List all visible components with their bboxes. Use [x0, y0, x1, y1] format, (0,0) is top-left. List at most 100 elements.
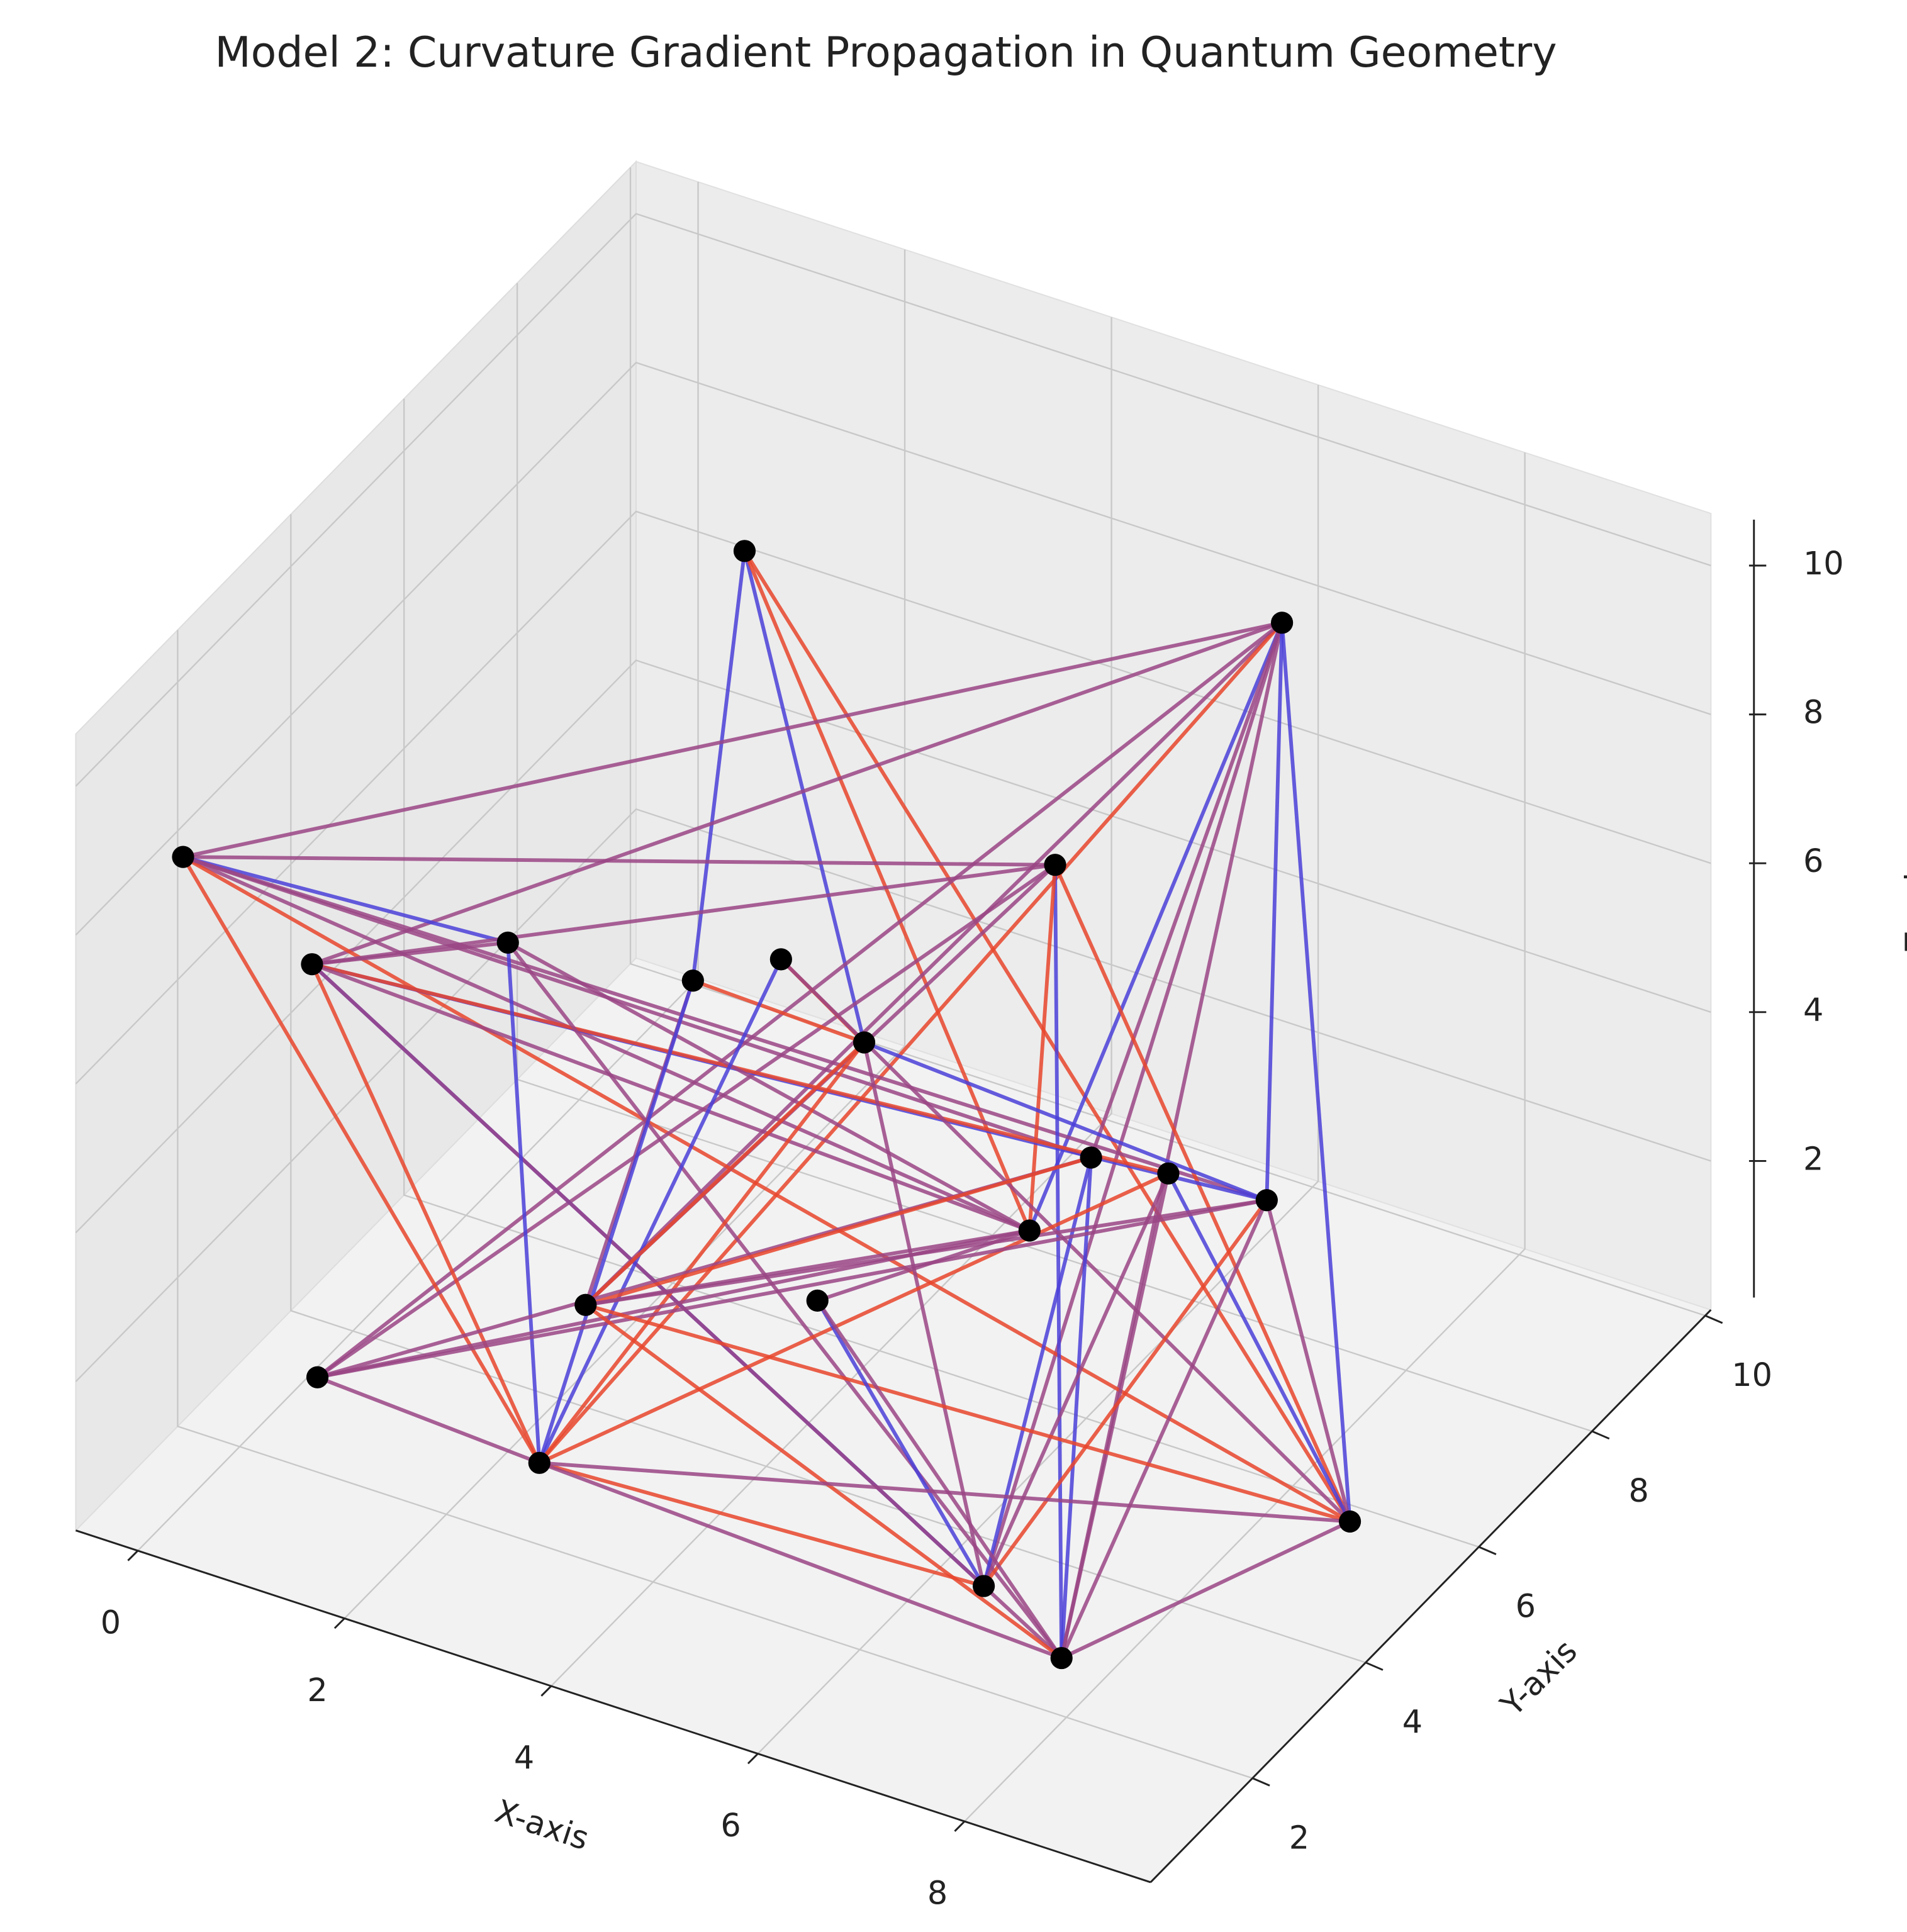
z-tick-label: 10 [1803, 545, 1844, 582]
edge [742, 550, 1352, 1523]
grid-line [344, 249, 906, 1619]
grid-line [75, 361, 1711, 936]
edge [742, 550, 866, 1043]
chart-title: Model 2: Curvature Gradient Propagation … [215, 28, 1557, 77]
edge [862, 1042, 986, 1587]
edge [182, 855, 1031, 1232]
edge [815, 1299, 1063, 1660]
edge [585, 1303, 1351, 1524]
edge [537, 1041, 866, 1465]
edge [506, 941, 1063, 1660]
grid [75, 167, 1711, 1822]
edge [539, 1461, 985, 1588]
y-tick-label: 4 [1402, 1703, 1423, 1740]
edge [539, 1461, 1350, 1524]
edge [182, 855, 1268, 1202]
edge [182, 855, 1351, 1524]
node [973, 1575, 995, 1597]
x-tick [127, 1550, 139, 1561]
grid-line [75, 213, 1711, 787]
y-tick-label: 8 [1629, 1472, 1649, 1509]
x-tick-label: 0 [101, 1604, 121, 1641]
edge [539, 1461, 1063, 1660]
edge [310, 963, 541, 1464]
edge [1060, 1519, 1351, 1660]
x-tick-label: 4 [514, 1739, 534, 1776]
edge [1053, 864, 1352, 1522]
node [769, 948, 792, 971]
edge [1053, 864, 1064, 1658]
x-axis-line [75, 1529, 1151, 1884]
grid-line [757, 384, 1319, 1755]
node [733, 540, 756, 562]
edge [182, 620, 1283, 859]
edge [506, 942, 542, 1463]
edge [584, 1041, 866, 1307]
y-tick [1365, 1661, 1384, 1671]
edge [981, 1173, 1170, 1587]
edge [863, 1041, 1268, 1202]
edge [182, 855, 1056, 867]
x-tick [747, 1753, 759, 1765]
edge [181, 856, 541, 1464]
edge [1060, 1173, 1170, 1659]
edge [311, 621, 1283, 966]
edge [780, 958, 1351, 1523]
edge [982, 1198, 1268, 1587]
edge [310, 963, 1063, 1660]
edge [311, 962, 1031, 1232]
nodes [172, 540, 1362, 1670]
edge [537, 958, 783, 1464]
edge [506, 941, 1031, 1232]
y-tick-label: 6 [1516, 1588, 1536, 1625]
edge [691, 550, 747, 981]
x-tick-label: 2 [307, 1672, 327, 1709]
grid-line [964, 452, 1526, 1822]
x-axis-label: X-axis [491, 1792, 593, 1857]
y-tick-label: 10 [1731, 1356, 1772, 1393]
edge [817, 1229, 1031, 1303]
edge [584, 1156, 1092, 1307]
z-axis-label: Z-axis [1899, 856, 1907, 952]
side-pane [75, 160, 637, 1533]
node [1338, 1510, 1362, 1533]
edge [537, 980, 695, 1464]
edge [182, 855, 508, 945]
y-axis-label: Y-axis [1493, 1633, 1584, 1724]
x-tick-label: 8 [927, 1874, 948, 1911]
grid-line [75, 808, 1711, 1382]
edges [181, 550, 1352, 1660]
grid-line [403, 398, 1479, 1548]
edge [585, 1229, 1030, 1307]
edge [538, 621, 1283, 1465]
edge [692, 979, 865, 1044]
node [806, 1289, 829, 1312]
node [1050, 1646, 1073, 1670]
edge [1265, 622, 1284, 1200]
z-tick-label: 6 [1803, 842, 1823, 879]
node [1271, 611, 1294, 634]
panes [74, 160, 1713, 1884]
axes: 0 2 4 6 8 2 4 6 8 10 2 4 6 8 10 [75, 519, 1844, 1911]
z-tick-label: 4 [1803, 991, 1823, 1029]
grid-line [75, 659, 1711, 1234]
node [496, 931, 519, 954]
edge [182, 855, 1092, 1159]
edge [1027, 622, 1284, 1232]
y-tick [1252, 1777, 1270, 1787]
node [172, 846, 194, 868]
edge [1166, 1172, 1352, 1522]
edge [1027, 864, 1057, 1231]
node [681, 969, 704, 992]
edge [1089, 622, 1284, 1158]
edge [1265, 1199, 1352, 1522]
node [1255, 1189, 1278, 1212]
x-tick [540, 1685, 552, 1697]
x-tick [333, 1617, 345, 1629]
edge [316, 1375, 540, 1465]
node [528, 1451, 551, 1474]
edge [539, 1171, 1170, 1465]
y-tick [1704, 1314, 1723, 1324]
edge [311, 941, 508, 966]
